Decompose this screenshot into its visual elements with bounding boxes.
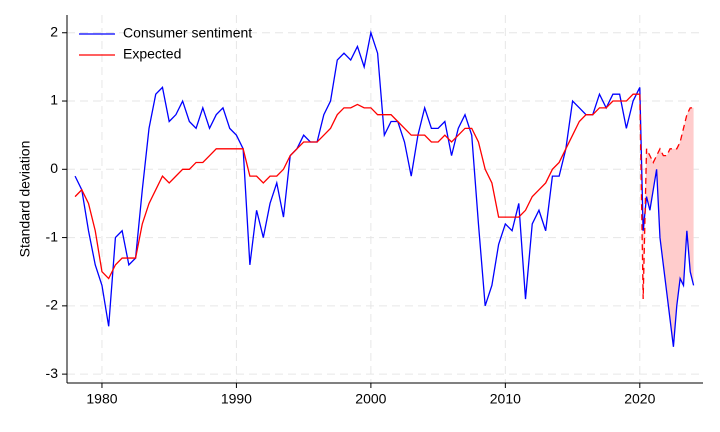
y-tick-label: -3 [46,365,59,381]
x-tick-label: 1990 [221,391,252,407]
series-line [74,30,695,347]
x-tick-label: 2020 [624,391,655,407]
x-tick-label: 2000 [355,391,386,407]
y-axis-label: Standard deviation [17,141,33,258]
series-line [74,93,640,280]
y-tick-label: -1 [46,228,59,244]
legend-label: Consumer sentiment [123,25,252,41]
y-tick-label: 1 [50,92,58,108]
y-tick-label: 2 [50,23,58,39]
series-line [639,94,694,300]
x-tick-label: 1980 [86,391,117,407]
y-tick-label: -2 [46,297,59,313]
legend-label: Expected [123,46,181,62]
x-tick-label: 2010 [490,391,521,407]
y-tick-label: 0 [50,160,58,176]
shaded-gap [639,87,694,347]
